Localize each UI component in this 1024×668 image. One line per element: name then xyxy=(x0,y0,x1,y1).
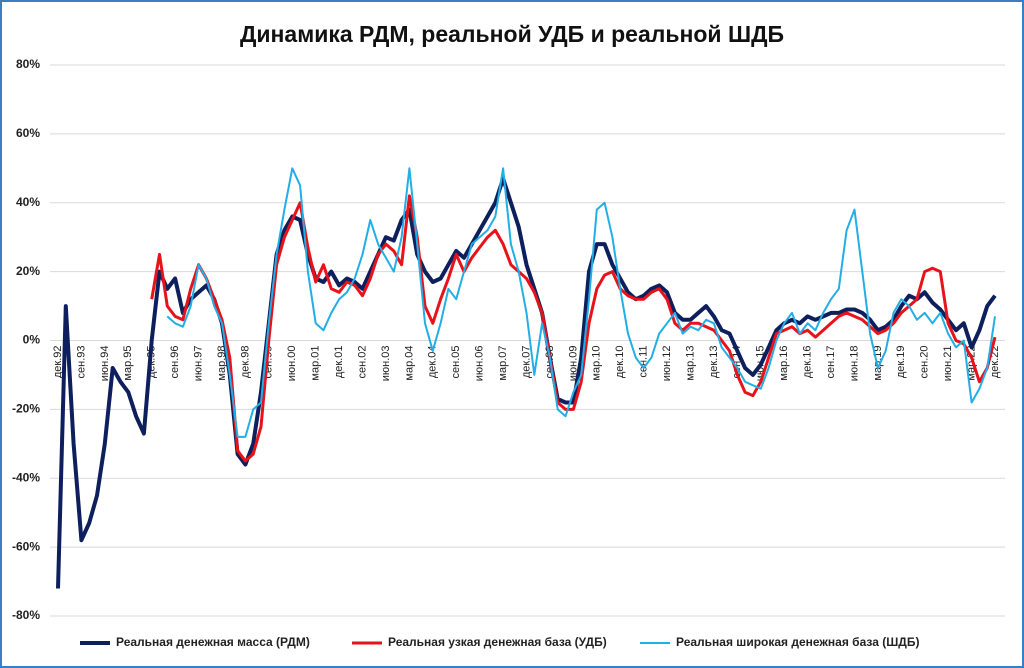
legend-label: Реальная широкая денежная база (ШДБ) xyxy=(676,635,919,649)
x-tick-label: дек.92 xyxy=(52,346,64,379)
x-tick-label: июн.09 xyxy=(567,346,579,382)
x-tick-label: дек.01 xyxy=(333,346,345,379)
y-tick-label: -40% xyxy=(12,470,40,484)
x-tick-label: мар.04 xyxy=(403,346,415,381)
x-tick-label: мар.10 xyxy=(591,346,603,381)
x-tick-label: июн.97 xyxy=(192,346,204,382)
x-tick-label: июн.94 xyxy=(99,346,111,382)
x-tick-label: мар.07 xyxy=(497,346,509,381)
x-tick-label: мар.16 xyxy=(778,346,790,381)
x-tick-label: сен.93 xyxy=(75,346,87,379)
y-tick-label: 40% xyxy=(16,195,40,209)
x-tick-label: мар.13 xyxy=(684,346,696,381)
y-tick-label: 80% xyxy=(16,57,40,71)
x-tick-label: июн.21 xyxy=(942,346,954,382)
legend-label: Реальная узкая денежная база (УДБ) xyxy=(388,635,607,649)
x-tick-label: сен.96 xyxy=(169,346,181,379)
legend-label: Реальная денежная масса (РДМ) xyxy=(116,635,310,649)
x-tick-label: дек.10 xyxy=(614,346,626,379)
x-tick-label: июн.06 xyxy=(474,346,486,382)
x-tick-label: сен.05 xyxy=(450,346,462,379)
x-tick-label: июн.18 xyxy=(848,346,860,382)
series-line xyxy=(150,194,997,463)
x-tick-label: дек.98 xyxy=(239,346,251,379)
x-tick-label: дек.04 xyxy=(427,346,439,379)
y-tick-label: 20% xyxy=(16,264,40,278)
x-tick-label: мар.01 xyxy=(310,346,322,381)
x-tick-label: сен.20 xyxy=(919,346,931,379)
series-line xyxy=(166,167,996,438)
x-tick-label: дек.07 xyxy=(520,346,532,379)
y-tick-label: 60% xyxy=(16,126,40,140)
x-tick-label: июн.00 xyxy=(286,346,298,382)
x-tick-label: дек.13 xyxy=(708,346,720,379)
y-tick-label: -60% xyxy=(12,539,40,553)
x-tick-label: июн.03 xyxy=(380,346,392,382)
x-tick-label: сен.02 xyxy=(356,346,368,379)
x-tick-label: дек.19 xyxy=(895,346,907,379)
chart-title: Динамика РДМ, реальной УДБ и реальной ШД… xyxy=(240,21,784,47)
y-tick-label: -20% xyxy=(12,402,40,416)
y-tick-label: -80% xyxy=(12,608,40,622)
x-tick-label: дек.16 xyxy=(802,346,814,379)
x-tick-label: сен.11 xyxy=(638,346,650,378)
x-tick-label: июн.12 xyxy=(661,346,673,382)
x-tick-label: мар.95 xyxy=(122,346,134,381)
y-tick-label: 0% xyxy=(23,333,41,347)
x-tick-label: сен.17 xyxy=(825,346,837,379)
